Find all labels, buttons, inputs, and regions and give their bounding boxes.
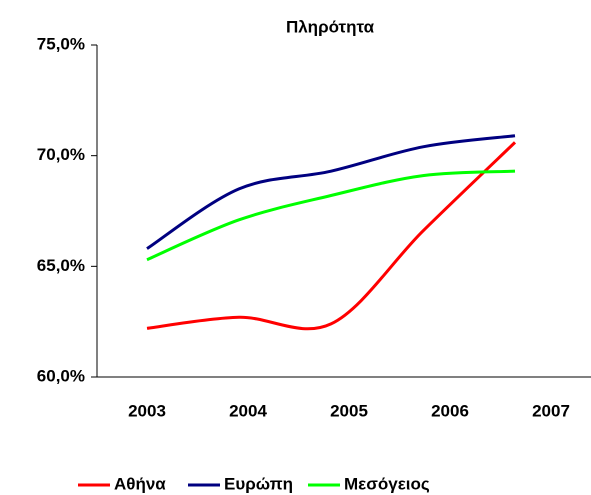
y-tick-label: 60,0% (37, 366, 85, 385)
y-tick-label: 75,0% (37, 34, 85, 53)
legend-label: Αθήνα (114, 474, 166, 493)
series-line (146, 169, 516, 262)
legend-label: Μεσόγειος (344, 474, 430, 493)
x-tick-label: 2006 (431, 401, 469, 420)
series-line (146, 141, 517, 331)
y-tick-label: 70,0% (37, 145, 85, 164)
y-tick-label: 65,0% (37, 256, 85, 275)
x-tick-label: 2007 (532, 401, 570, 420)
x-tick-label: 2004 (229, 401, 267, 420)
series-line (146, 134, 516, 250)
chart-title: Πληρότητα (286, 17, 375, 36)
x-tick-label: 2003 (128, 401, 166, 420)
legend-label: Ευρώπη (224, 474, 293, 493)
x-tick-label: 2005 (330, 401, 368, 420)
